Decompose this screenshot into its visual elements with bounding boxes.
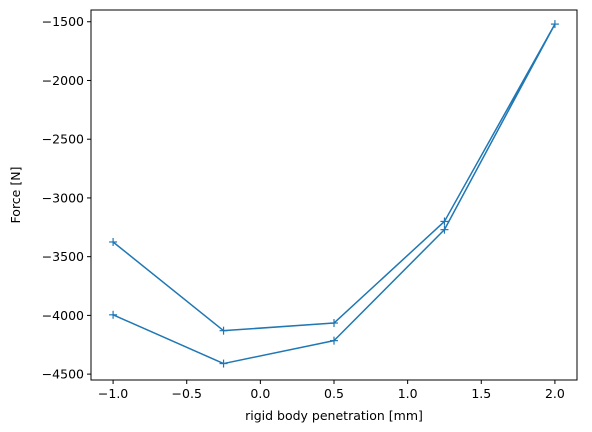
x-tick-label: 2.0	[545, 386, 565, 401]
y-axis-ticks: −4500 −4000 −3500 −3000 −2500 −2000 −1500	[42, 14, 91, 382]
series-line	[112, 23, 556, 365]
data-point-marker	[440, 225, 449, 234]
y-tick-label: −2500	[42, 132, 84, 147]
y-tick-label: −3000	[42, 190, 84, 205]
x-tick-label: −0.5	[172, 386, 202, 401]
data-point-marker	[330, 336, 338, 345]
data-point-marker	[219, 326, 228, 335]
x-axis-ticks: −1.0 −0.5 0.0 0.5 1.0 1.5 2.0	[98, 380, 565, 401]
x-tick-label: 1.0	[398, 386, 418, 401]
data-point-marker	[219, 359, 228, 368]
y-tick-label: −2000	[42, 73, 84, 88]
axes-frame	[90, 9, 578, 381]
x-tick-label: 1.5	[471, 386, 491, 401]
y-tick-label: −1500	[42, 14, 84, 29]
y-axis-title: Force [N]	[8, 167, 23, 224]
y-tick-label: −3500	[42, 249, 84, 264]
x-tick-label: −1.0	[98, 386, 128, 401]
x-tick-label: 0.0	[250, 386, 270, 401]
data-point-marker	[440, 217, 449, 226]
data-point-marker	[550, 20, 559, 29]
data-point-marker	[109, 310, 118, 319]
data-point-marker	[330, 319, 338, 328]
plot-area	[109, 20, 559, 368]
y-tick-label: −4000	[42, 308, 84, 323]
y-tick-label: −4500	[42, 367, 84, 382]
data-point-marker	[109, 237, 118, 246]
x-axis-title: rigid body penetration [mm]	[245, 408, 423, 423]
x-tick-label: 0.5	[324, 386, 344, 401]
